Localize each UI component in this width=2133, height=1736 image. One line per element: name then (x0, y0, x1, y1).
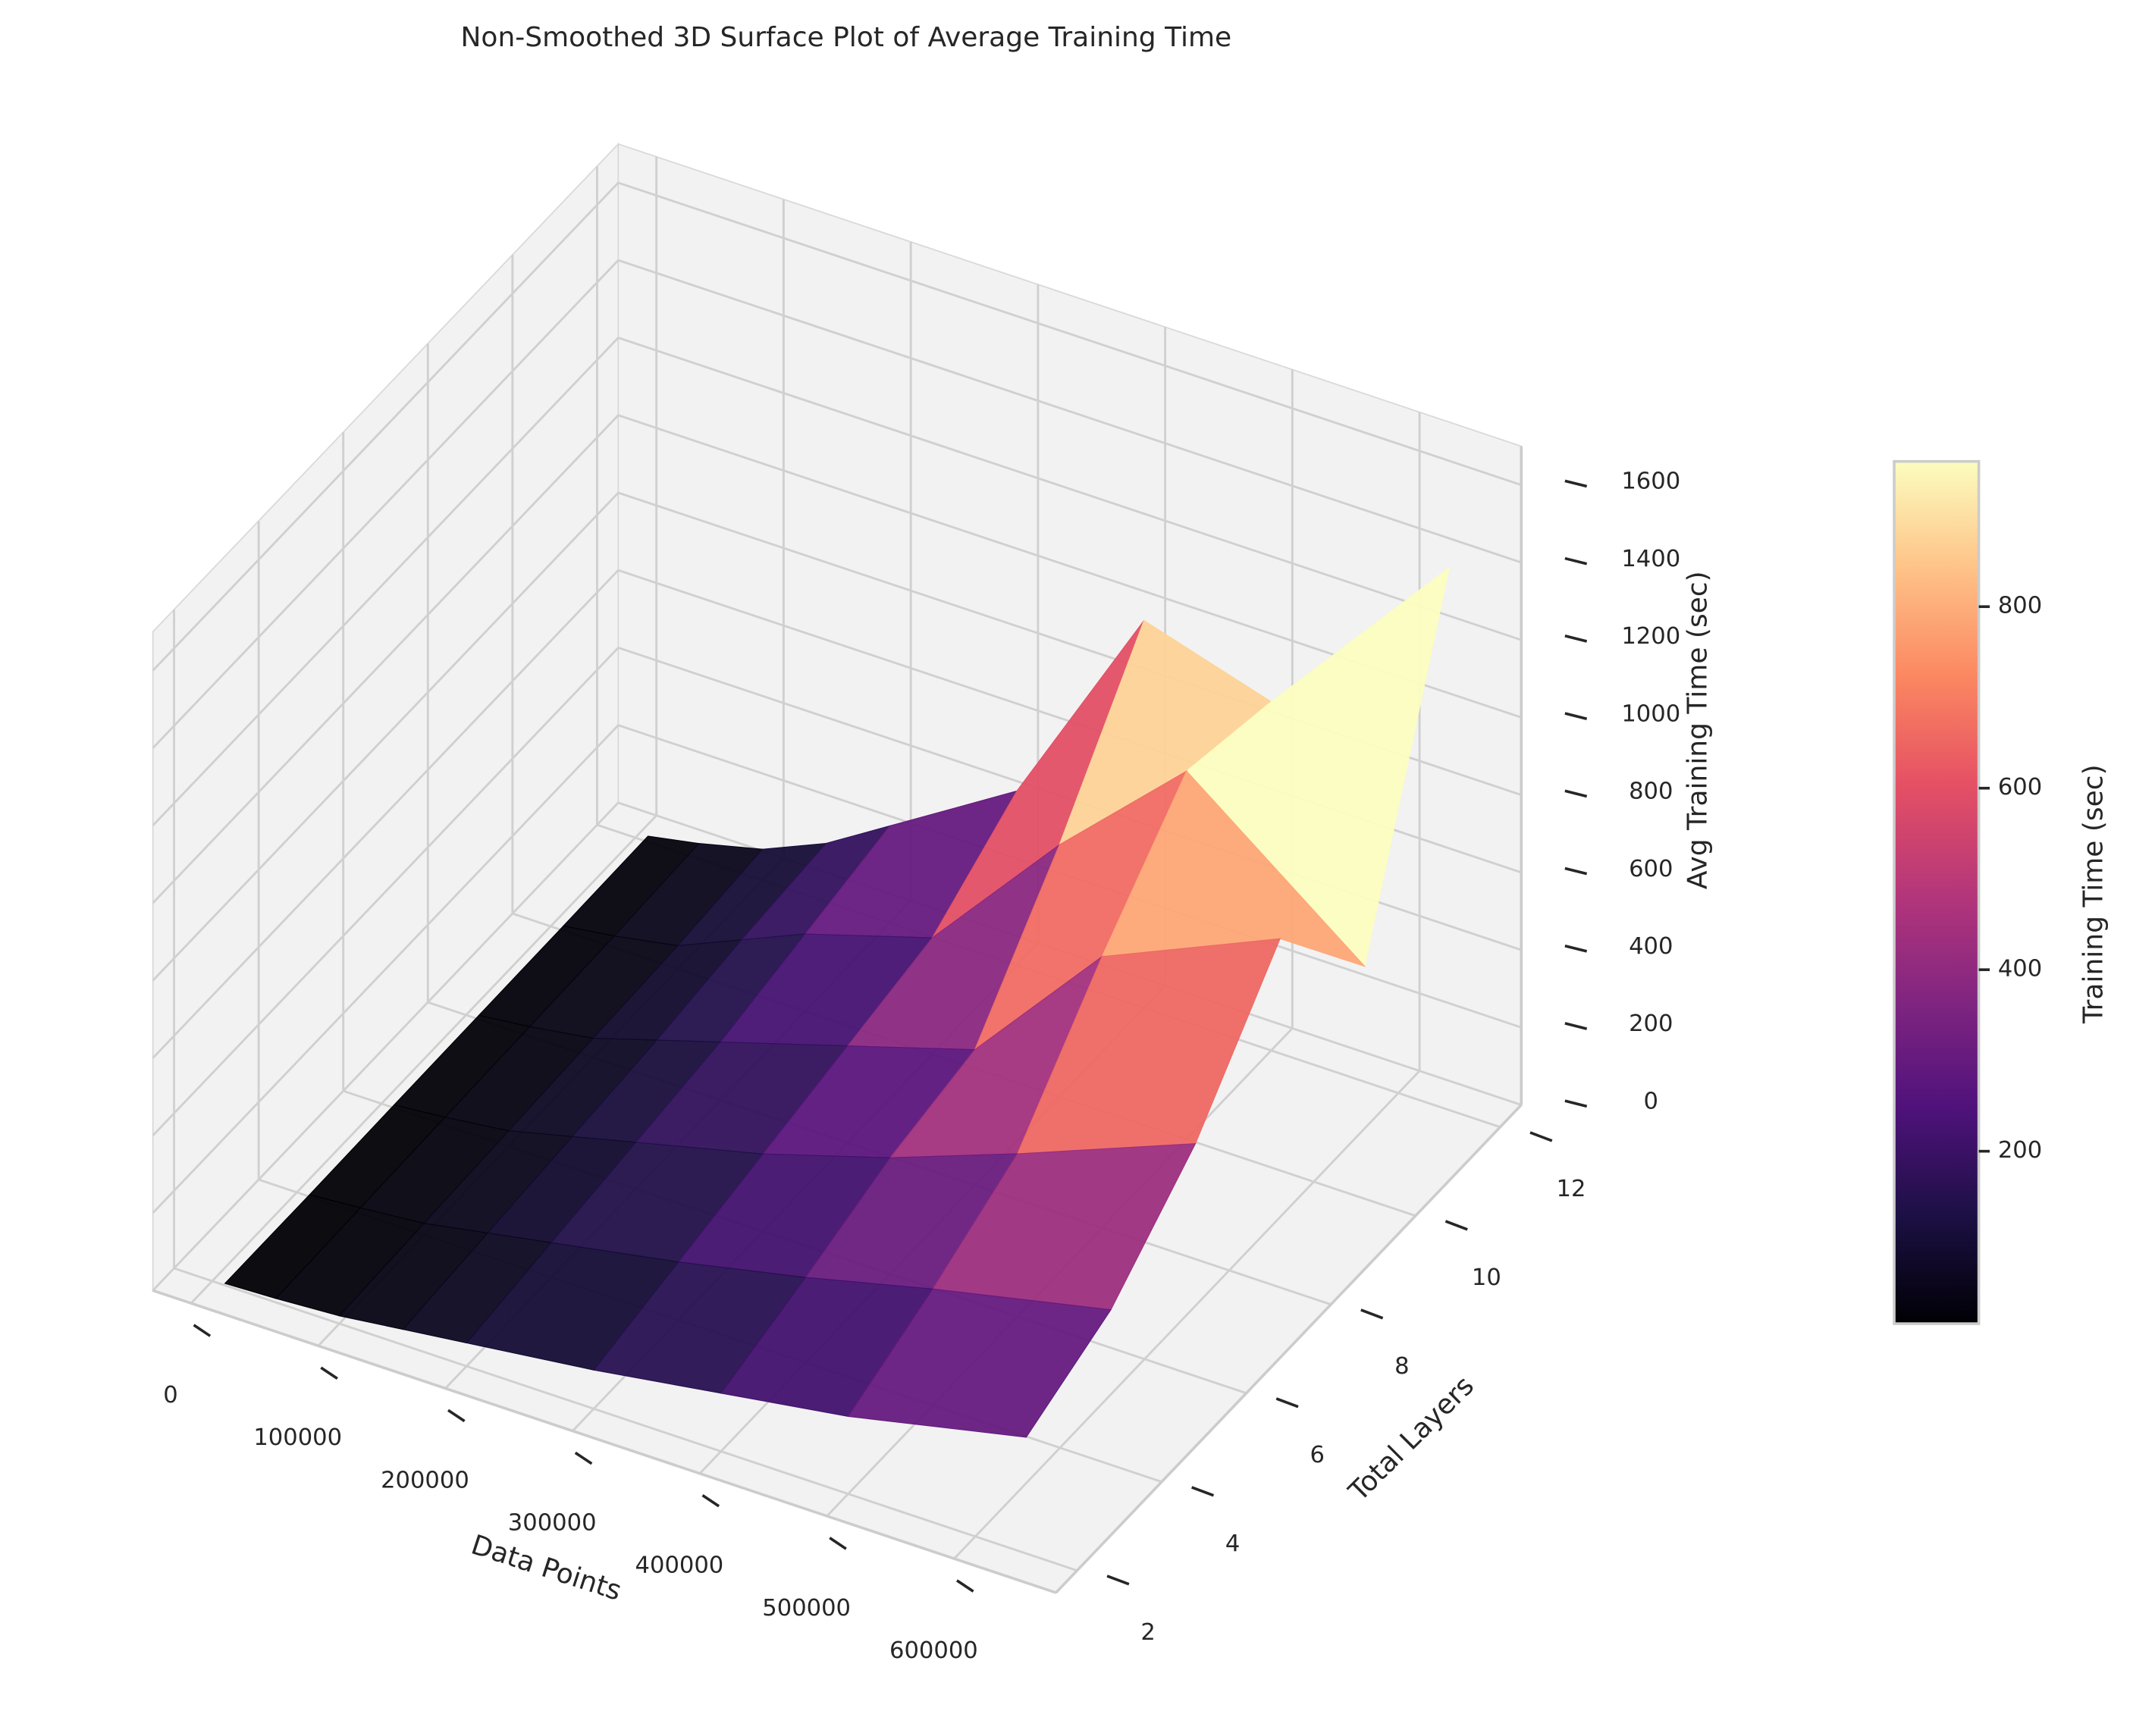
z-tick (1564, 1022, 1588, 1030)
y-tick-label: 12 (1557, 1176, 1586, 1202)
y-tick (1191, 1486, 1215, 1497)
colorbar-label: Training Time (sec) (2078, 764, 2109, 1024)
x-tick-label: 500000 (762, 1595, 851, 1622)
colorbar-tick-label: 200 (1998, 1137, 2042, 1164)
colorbar-gradient (1893, 459, 1981, 1325)
axes: 0 100000 200000 300000 400000 500000 600000 2 4 6… (152, 446, 1680, 1664)
z-tick-label: 400 (1629, 933, 1673, 960)
grid-line (152, 647, 620, 1136)
y-tick (1529, 1131, 1553, 1142)
x-tick (574, 1451, 593, 1465)
y-tick (1275, 1397, 1299, 1409)
x-tick-label: 200000 (381, 1467, 469, 1493)
y-tick-label: 8 (1394, 1353, 1409, 1380)
x-tick-label: 100000 (253, 1424, 342, 1451)
x-tick (829, 1537, 847, 1550)
y-axis-line (1055, 1104, 1523, 1594)
grid-line (617, 259, 1522, 564)
x-tick-label: 0 (163, 1382, 177, 1409)
y-tick (1106, 1575, 1130, 1586)
z-tick-label: 1200 (1621, 623, 1680, 650)
z-tick-label: 1600 (1621, 468, 1680, 495)
z-tick (1564, 866, 1588, 876)
grid-line (617, 337, 1522, 641)
y-tick-label: 2 (1140, 1619, 1155, 1646)
y-tick-label: 10 (1472, 1264, 1501, 1291)
z-tick (1564, 944, 1588, 953)
x-tick-label: 600000 (889, 1637, 978, 1664)
grid-line (152, 801, 620, 1292)
grid-line (174, 1267, 1077, 1572)
x-tick (320, 1366, 338, 1380)
z-tick (1564, 479, 1588, 488)
z-tick (1564, 712, 1588, 720)
z-tick-label: 200 (1629, 1011, 1673, 1037)
surface-face (847, 1288, 1112, 1438)
x-tick (701, 1494, 720, 1508)
colorbar-tick-label: 400 (1998, 956, 2042, 982)
z-tick-label: 800 (1629, 779, 1673, 805)
chart-title: Non-Smoothed 3D Surface Plot of Average … (461, 22, 1232, 53)
colorbar-tick-label: 600 (1998, 774, 2042, 801)
z-tick-label: 1400 (1621, 546, 1680, 572)
surface (224, 566, 1451, 1438)
grid-line (152, 182, 620, 672)
grid-line (953, 1070, 1421, 1560)
y-tick (1444, 1220, 1468, 1231)
x-axis-line (152, 1289, 1057, 1594)
grid-line (152, 569, 620, 1059)
z-tick-label: 600 (1629, 856, 1673, 882)
x-tick (955, 1579, 974, 1593)
y-axis-label: Total Layers (1343, 1371, 1480, 1508)
grid-line (152, 259, 620, 749)
x-tick-label: 400000 (635, 1553, 724, 1579)
z-tick (1564, 635, 1588, 643)
x-tick (193, 1324, 212, 1337)
colorbar: 200 400 600 800 (1893, 459, 2042, 1325)
grid-line (190, 814, 657, 1305)
grid-line (152, 491, 620, 982)
z-tick (1564, 556, 1588, 566)
grid-line (152, 337, 620, 826)
z-tick (1564, 1099, 1588, 1108)
z-tick-label: 1000 (1621, 700, 1680, 727)
grid-line (152, 724, 620, 1214)
y-tick-label: 6 (1310, 1442, 1324, 1468)
y-tick (1360, 1308, 1384, 1320)
colorbar-tick-label: 800 (1998, 593, 2042, 619)
z-axis-label: Avg Training Time (sec) (1683, 571, 1714, 889)
x-tick-label: 300000 (508, 1509, 597, 1536)
grid-line (152, 414, 620, 904)
y-tick-label: 4 (1225, 1531, 1240, 1557)
grid-line (617, 181, 1522, 487)
z-tick (1564, 789, 1588, 798)
x-tick (447, 1409, 466, 1423)
z-tick-label: 0 (1644, 1088, 1658, 1114)
x-axis-label: Data Points (467, 1529, 625, 1606)
